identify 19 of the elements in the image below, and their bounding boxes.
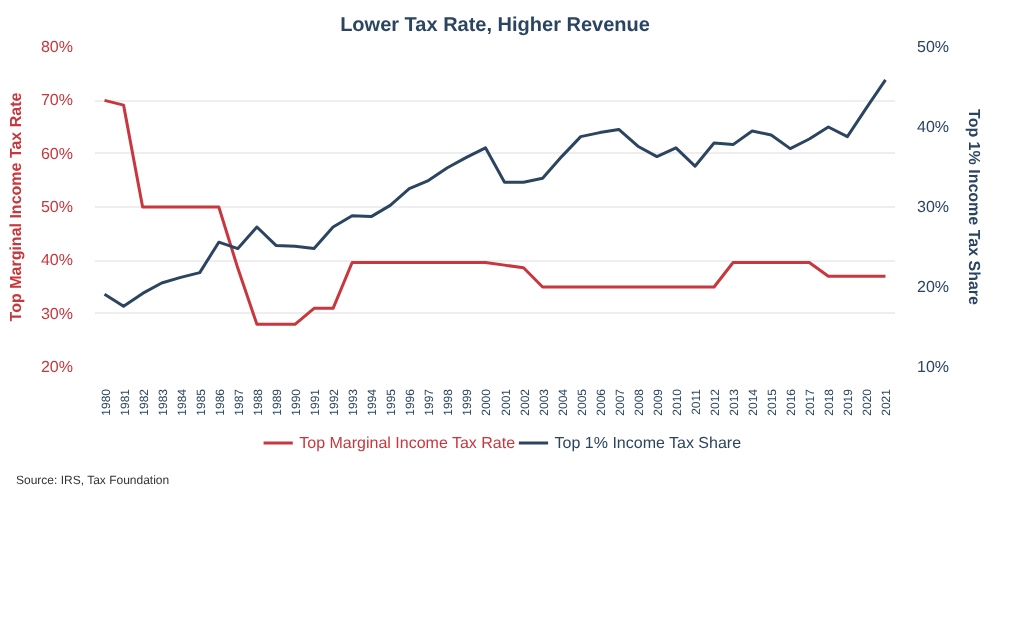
y-tick-label: 50% [40, 198, 74, 216]
y-tick-label: 20% [40, 358, 74, 376]
line-series [103, 78, 887, 308]
y2-tick-label: 20% [917, 278, 950, 296]
legend-label: Top Marginal Income Tax Rate [299, 434, 517, 452]
y2-tick-label: 30% [917, 198, 950, 216]
y2-tick-label: 40% [917, 118, 950, 136]
chart-title: Lower Tax Rate, Higher Revenue [340, 15, 651, 37]
y-tick-label: 70% [40, 91, 74, 110]
y2-tick-label: 50% [917, 38, 950, 56]
y-tick-label: 60% [40, 144, 74, 163]
line-series [103, 98, 887, 326]
y-tick-label: 30% [40, 304, 74, 323]
y2-axis-title: Top 1% Income Tax Share [965, 109, 984, 307]
y-tick-label: 40% [40, 251, 74, 270]
legend-label: Top 1% Income Tax Share [554, 434, 743, 452]
y-tick-label: 80% [40, 38, 74, 56]
y-axis-title: Top Marginal Income Tax Rate [6, 91, 25, 322]
y2-tick-label: 10% [917, 358, 950, 376]
